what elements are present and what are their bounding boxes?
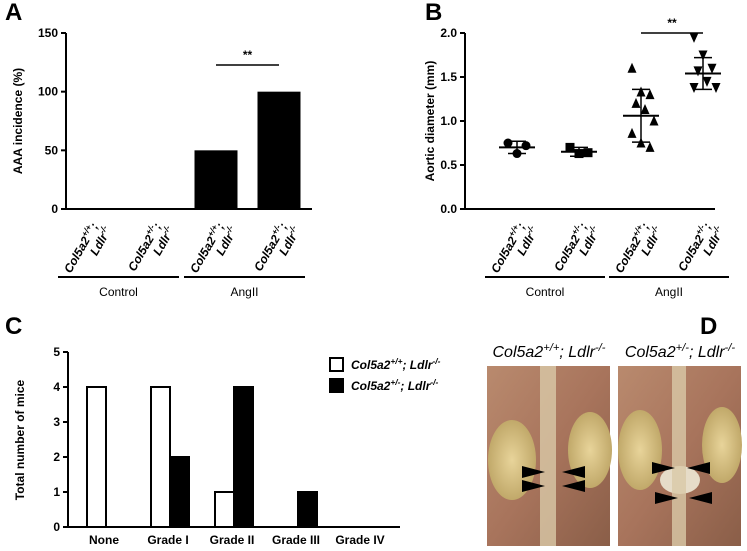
- point: [627, 127, 637, 138]
- point: [627, 62, 637, 73]
- legend-label: Col5a2+/+; Ldlr-/-: [351, 356, 441, 372]
- photo-1: [487, 366, 612, 546]
- x-tick-label: Col5a2+/+; Ldlr-/-: [185, 216, 240, 282]
- group-label: AngII: [230, 285, 258, 299]
- point: [521, 141, 531, 151]
- y-tick-label: 1: [53, 485, 60, 499]
- group-label: Control: [99, 285, 138, 299]
- point: [693, 66, 703, 77]
- y-tick-label: 3: [53, 415, 60, 429]
- point: [640, 104, 650, 115]
- group-label: Control: [526, 285, 565, 299]
- point: [707, 63, 717, 74]
- panel-letter: B: [425, 0, 442, 26]
- y-tick-label: 4: [53, 380, 60, 394]
- panel-letter: D: [700, 313, 717, 340]
- y-tick-label: 2: [53, 450, 60, 464]
- y-tick-label: 0: [51, 202, 58, 216]
- point: [689, 32, 699, 43]
- y-tick-label: 1.0: [440, 114, 457, 128]
- x-tick-label: None: [89, 533, 119, 547]
- y-tick-label: 100: [38, 85, 58, 99]
- y-tick-label: 0.5: [440, 158, 457, 172]
- x-tick-label: Col5a2+/+; Ldlr-/-: [486, 216, 541, 282]
- x-tick-label: Grade III: [272, 533, 320, 547]
- point: [645, 89, 655, 100]
- bar: [257, 91, 301, 209]
- x-tick-label: Grade II: [210, 533, 255, 547]
- y-tick-label: 5: [53, 345, 60, 359]
- y-axis-label: Total number of mice: [13, 379, 27, 500]
- photo-label: Col5a2+/-; Ldlr-/-: [625, 342, 735, 361]
- y-tick-label: 0.0: [440, 202, 457, 216]
- panel-letter: C: [5, 313, 22, 340]
- bar: [214, 491, 235, 528]
- y-tick-label: 150: [38, 26, 58, 40]
- bar: [169, 456, 190, 528]
- x-tick-label: Col5a2+/-; Ldlr-/-: [249, 216, 303, 280]
- x-tick-label: Col5a2+/-; Ldlr-/-: [673, 216, 727, 280]
- y-tick-label: 1.5: [440, 70, 457, 84]
- x-tick-label: Col5a2+/+; Ldlr-/-: [610, 216, 665, 282]
- legend-label: Col5a2+/-; Ldlr-/-: [351, 377, 438, 393]
- legend-swatch: [329, 378, 344, 393]
- x-tick-label: Col5a2+/+; Ldlr-/-: [59, 216, 114, 282]
- significance-label: **: [667, 16, 677, 30]
- panel-letter: A: [5, 0, 22, 26]
- bar: [150, 386, 171, 528]
- point: [631, 97, 641, 108]
- x-tick-label: Grade IV: [335, 533, 384, 547]
- significance-label: **: [243, 48, 253, 62]
- point: [702, 76, 712, 87]
- bar: [86, 386, 107, 528]
- photo-2: [618, 366, 742, 546]
- group-label: AngII: [655, 285, 683, 299]
- y-tick-label: 50: [45, 143, 59, 157]
- bar: [233, 386, 254, 528]
- point: [503, 138, 513, 148]
- bar: [297, 491, 318, 528]
- y-tick-label: 2.0: [440, 26, 457, 40]
- x-tick-label: Col5a2+/-; Ldlr-/-: [549, 216, 603, 280]
- point: [711, 83, 721, 94]
- legend-swatch: [329, 357, 344, 372]
- point: [698, 50, 708, 61]
- point: [645, 141, 655, 152]
- bar: [194, 150, 238, 209]
- x-tick-label: Grade I: [147, 533, 188, 547]
- y-axis-label: Aortic diameter (mm): [423, 61, 437, 182]
- y-tick-label: 0: [53, 520, 60, 534]
- point: [649, 115, 659, 126]
- photo-label: Col5a2+/+; Ldlr-/-: [492, 342, 605, 361]
- y-axis-label: AAA incidence (%): [11, 68, 25, 174]
- point: [689, 83, 699, 94]
- x-tick-label: Col5a2+/-; Ldlr-/-: [123, 216, 177, 280]
